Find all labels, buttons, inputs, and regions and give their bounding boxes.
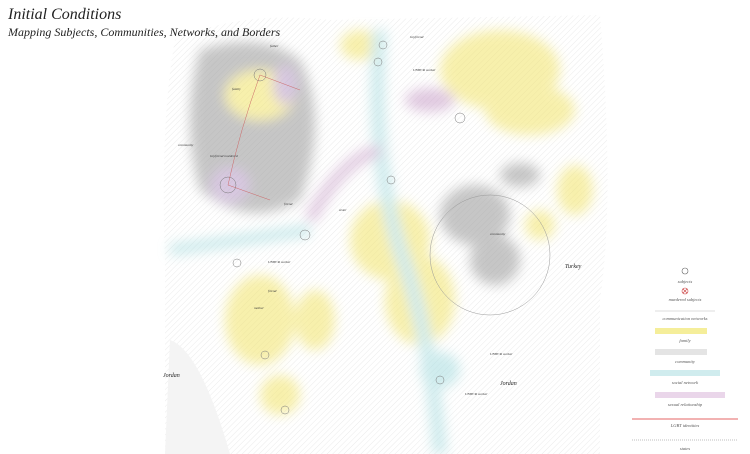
- map-label: sister: [339, 208, 347, 212]
- legend-label: LGBT identities: [670, 423, 700, 428]
- legend-label: community: [675, 359, 695, 364]
- title: Initial Conditions: [7, 6, 121, 23]
- legend-label: murdered subjects: [669, 297, 702, 302]
- map-label: boyfriend: [410, 35, 424, 39]
- subtitle: Mapping Subjects, Communities, Networks,…: [7, 25, 281, 39]
- map-label: UNHCR worker: [465, 392, 488, 396]
- legend-label: sexual relationship: [668, 402, 703, 407]
- map-label: friend: [284, 202, 293, 206]
- place-label: Jordan: [500, 381, 517, 387]
- map-label: father: [270, 44, 279, 48]
- place-label: Turkey: [565, 264, 582, 270]
- map-label: family: [232, 87, 241, 91]
- jordan-region: [165, 340, 230, 454]
- legend-label: family: [679, 338, 690, 343]
- legend-label: subjects: [678, 279, 693, 284]
- map-label: friend: [268, 289, 277, 293]
- map-label: UNHCR worker: [490, 352, 513, 356]
- map-label: UNHCR worker: [268, 260, 291, 264]
- legend-graphics: [632, 267, 738, 441]
- map-label: UNHCR worker: [413, 68, 436, 72]
- legend-label: states: [680, 446, 690, 451]
- map-label: mother: [254, 306, 265, 310]
- network-lines: [227, 74, 301, 201]
- subject-markers: [219, 40, 466, 415]
- map-label: community: [490, 232, 506, 236]
- map-label: boyfriend murdered: [210, 154, 238, 158]
- blobs: [169, 29, 593, 454]
- place-label: Jordan: [163, 373, 180, 379]
- map-area: [163, 15, 608, 454]
- legend-label: social network: [672, 380, 699, 385]
- legend-label: communication networks: [662, 316, 707, 321]
- map-label: community: [178, 143, 194, 147]
- community-ring: [429, 194, 551, 316]
